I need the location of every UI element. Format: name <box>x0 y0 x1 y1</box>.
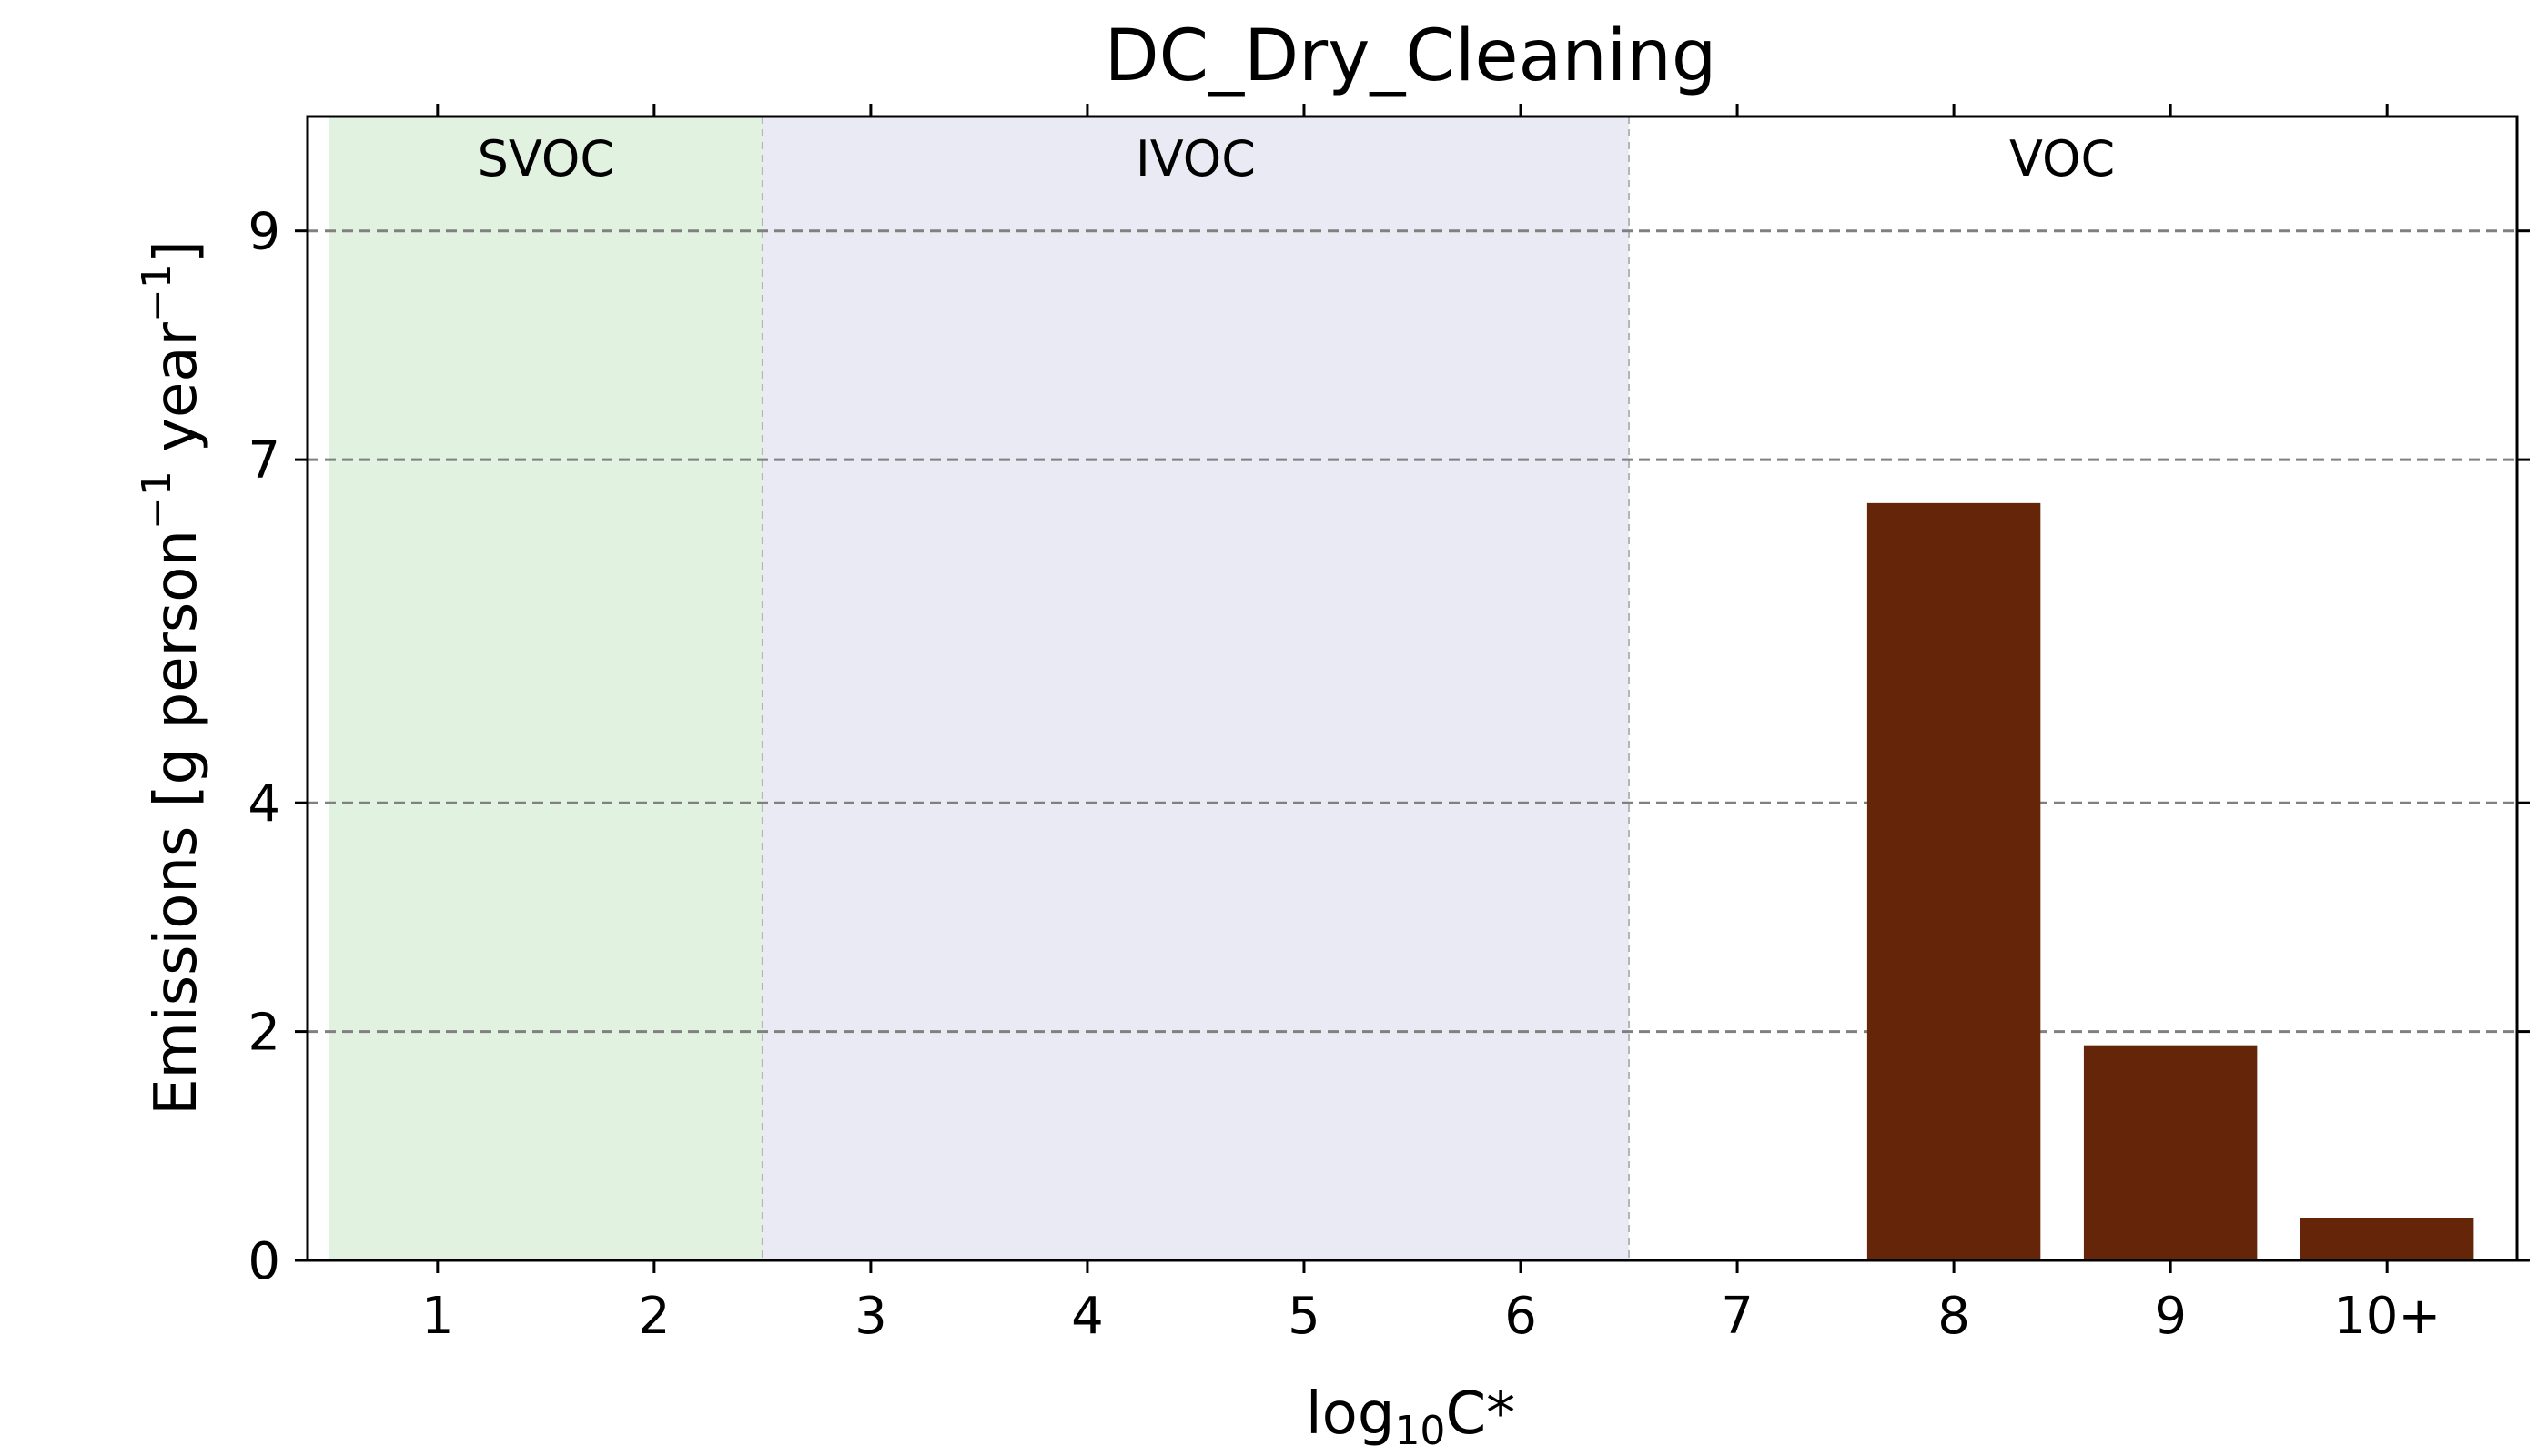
x-tick-label: 9 <box>2154 1287 2187 1346</box>
x-tick-label: 7 <box>1721 1287 1754 1346</box>
region-band-voc <box>1629 116 2496 1260</box>
y-axis-label-main: Emissions [g person <box>143 530 210 1116</box>
y-axis-label: Emissions [g person−1 year−1] <box>134 240 210 1116</box>
y-tick-label: 0 <box>248 1232 280 1291</box>
x-axis-label-subscript: 10 <box>1394 1408 1445 1454</box>
y-axis-label-mid: year <box>143 321 210 470</box>
plot-frame <box>306 115 2519 1262</box>
y-axis-label-sup1: −1 <box>134 470 180 530</box>
x-tick-label: 1 <box>421 1287 454 1346</box>
x-tick-label: 5 <box>1288 1287 1320 1346</box>
y-tick-label: 9 <box>248 203 280 262</box>
bar-9 <box>2083 1045 2258 1260</box>
x-tick-label: 6 <box>1504 1287 1537 1346</box>
x-tick-label: 2 <box>638 1287 671 1346</box>
region-label-voc: VOC <box>2009 130 2115 187</box>
region-band-svoc <box>329 116 763 1260</box>
x-tick-label: 10+ <box>2333 1287 2441 1346</box>
x-axis-label: log10C* <box>1306 1380 1515 1454</box>
y-tick-label: 7 <box>248 431 280 490</box>
tick-labels: 1 2 3 4 5 6 7 8 9 10+ 0 2 4 7 9 <box>248 203 2441 1346</box>
bar-8 <box>1866 502 2041 1260</box>
x-axis-label-main: log <box>1306 1380 1395 1448</box>
region-label-svoc: SVOC <box>478 130 614 187</box>
bars <box>1866 502 2474 1260</box>
region-band-ivoc <box>762 116 1630 1260</box>
chart-title: DC_Dry_Cleaning <box>1105 15 1717 97</box>
x-tick-label: 8 <box>1937 1287 1970 1346</box>
y-axis-label-end: ] <box>143 240 210 263</box>
y-tick-label: 4 <box>248 774 280 834</box>
x-tick-label: 3 <box>854 1287 887 1346</box>
region-label-ivoc: IVOC <box>1136 130 1256 187</box>
y-tick-label: 2 <box>248 1004 280 1063</box>
bar-10+ <box>2300 1218 2474 1260</box>
x-axis-label-suffix: C* <box>1445 1380 1515 1448</box>
gridlines <box>308 229 2517 1034</box>
x-tick-label: 4 <box>1071 1287 1104 1346</box>
axes <box>295 104 2530 1273</box>
region-bands: SVOC IVOC VOC <box>329 116 2496 1260</box>
y-axis-label-sup2: −1 <box>134 263 180 322</box>
